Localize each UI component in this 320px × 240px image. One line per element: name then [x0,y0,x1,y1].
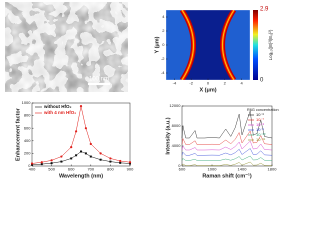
colorbar-min: 0 [260,78,264,84]
series-line [181,130,273,145]
y-axis-label: Y (μm) [154,36,160,53]
plot-frame [31,102,131,167]
marker [119,159,122,163]
x-axis-label: Wavelength (nm) [59,173,103,179]
marker [40,163,43,166]
x-tick-label: -4 [173,81,177,86]
marker [89,142,92,146]
legend-label: with 4 nm HfO₂ [43,110,76,115]
y-tick-label: 2 [162,28,165,33]
x-tick-label: 600 [68,167,75,172]
y-tick-label: 200 [24,150,31,155]
y-tick-label: 12000 [169,103,181,108]
colorbar-label: Log₁₀(|E|²/|E₀|²) [268,29,273,60]
x-axis-label: X (μm) [199,87,216,93]
marker [79,105,83,108]
sem-image [5,2,128,92]
y-tick-label: 600 [24,125,31,130]
marker [99,152,102,155]
legend-label: 10⁻¹⁰ [256,132,266,137]
y-tick-label: 0 [28,163,31,168]
legend-title: R6G concentration (M) [247,108,280,112]
x-tick-label: 900 [127,167,134,172]
x-tick-label: -2 [189,81,193,86]
legend-label: 10⁻⁷ [256,117,265,122]
field-image [166,10,250,80]
series-line [181,148,273,156]
page: {"sem_image": {"scale_bar": "100 nm"}, "… [5,2,280,180]
y-tick-label: 400 [24,138,31,143]
x-tick-label: 2 [224,81,227,86]
y-tick-label: -4 [161,70,165,75]
marker [75,130,78,133]
x-tick-label: 1400 [238,167,248,172]
x-tick-label: 0 [207,81,210,86]
x-tick-label: 4 [240,81,243,86]
legend-label: 10⁻⁸ [256,122,265,127]
marker [70,157,73,160]
marker [31,163,33,166]
scale-bar [88,83,110,85]
x-tick-label: 1800 [268,167,278,172]
marker [50,162,53,165]
y-axis-label: Enhancement factor [15,107,21,161]
y-tick-label: 8000 [172,123,182,128]
colorbar-max: 2.9 [260,7,269,13]
figure: 100 nm -4 -2 0 2 4 -4 -2 0 2 4 X (μm) Y (μm) 2.9 0 Log… [5,2,280,179]
marker [84,127,87,130]
x-tick-label: 800 [107,167,114,172]
legend-label: 10⁻¹¹ [256,137,266,142]
y-tick-label: 4 [162,14,165,19]
y-tick-label: 0 [178,163,181,168]
x-tick-label: 500 [48,167,55,172]
marker [109,160,112,163]
y-tick-label: -2 [161,56,165,61]
x-tick-label: 1000 [208,167,218,172]
marker [60,160,63,163]
y-tick-label: 4000 [172,143,182,148]
x-tick-label: 400 [29,167,36,172]
marker [75,154,78,157]
series-line [181,161,273,166]
y-tick-label: 1000 [22,100,32,105]
series-line [181,140,273,151]
marker [40,161,43,164]
y-tick-label: 800 [24,113,31,118]
marker [129,162,131,165]
colorbar [253,10,258,80]
marker [89,155,92,158]
legend-label: without HfO₂ [43,104,72,109]
marker [99,158,102,161]
y-tick-label: 0 [162,42,165,47]
marker [80,150,82,153]
legend-label: 10⁻⁶ [256,112,265,117]
x-axis-label: Raman shift (cm⁻¹) [202,172,252,179]
marker [84,152,87,155]
scale-bar-label: 100 nm [89,77,109,83]
x-tick-label: 600 [179,167,186,172]
x-tick-label: 700 [87,167,94,172]
marker [119,161,122,164]
y-axis-label: Intensity (a.u.) [165,117,171,154]
series-line [181,110,273,139]
marker [109,157,112,160]
legend-label: 10⁻⁹ [256,127,265,132]
marker [128,161,132,164]
marker [30,162,34,165]
marker [60,155,63,158]
marker [50,159,53,162]
marker [70,146,73,149]
series-line [181,155,273,161]
series-line [31,151,131,165]
